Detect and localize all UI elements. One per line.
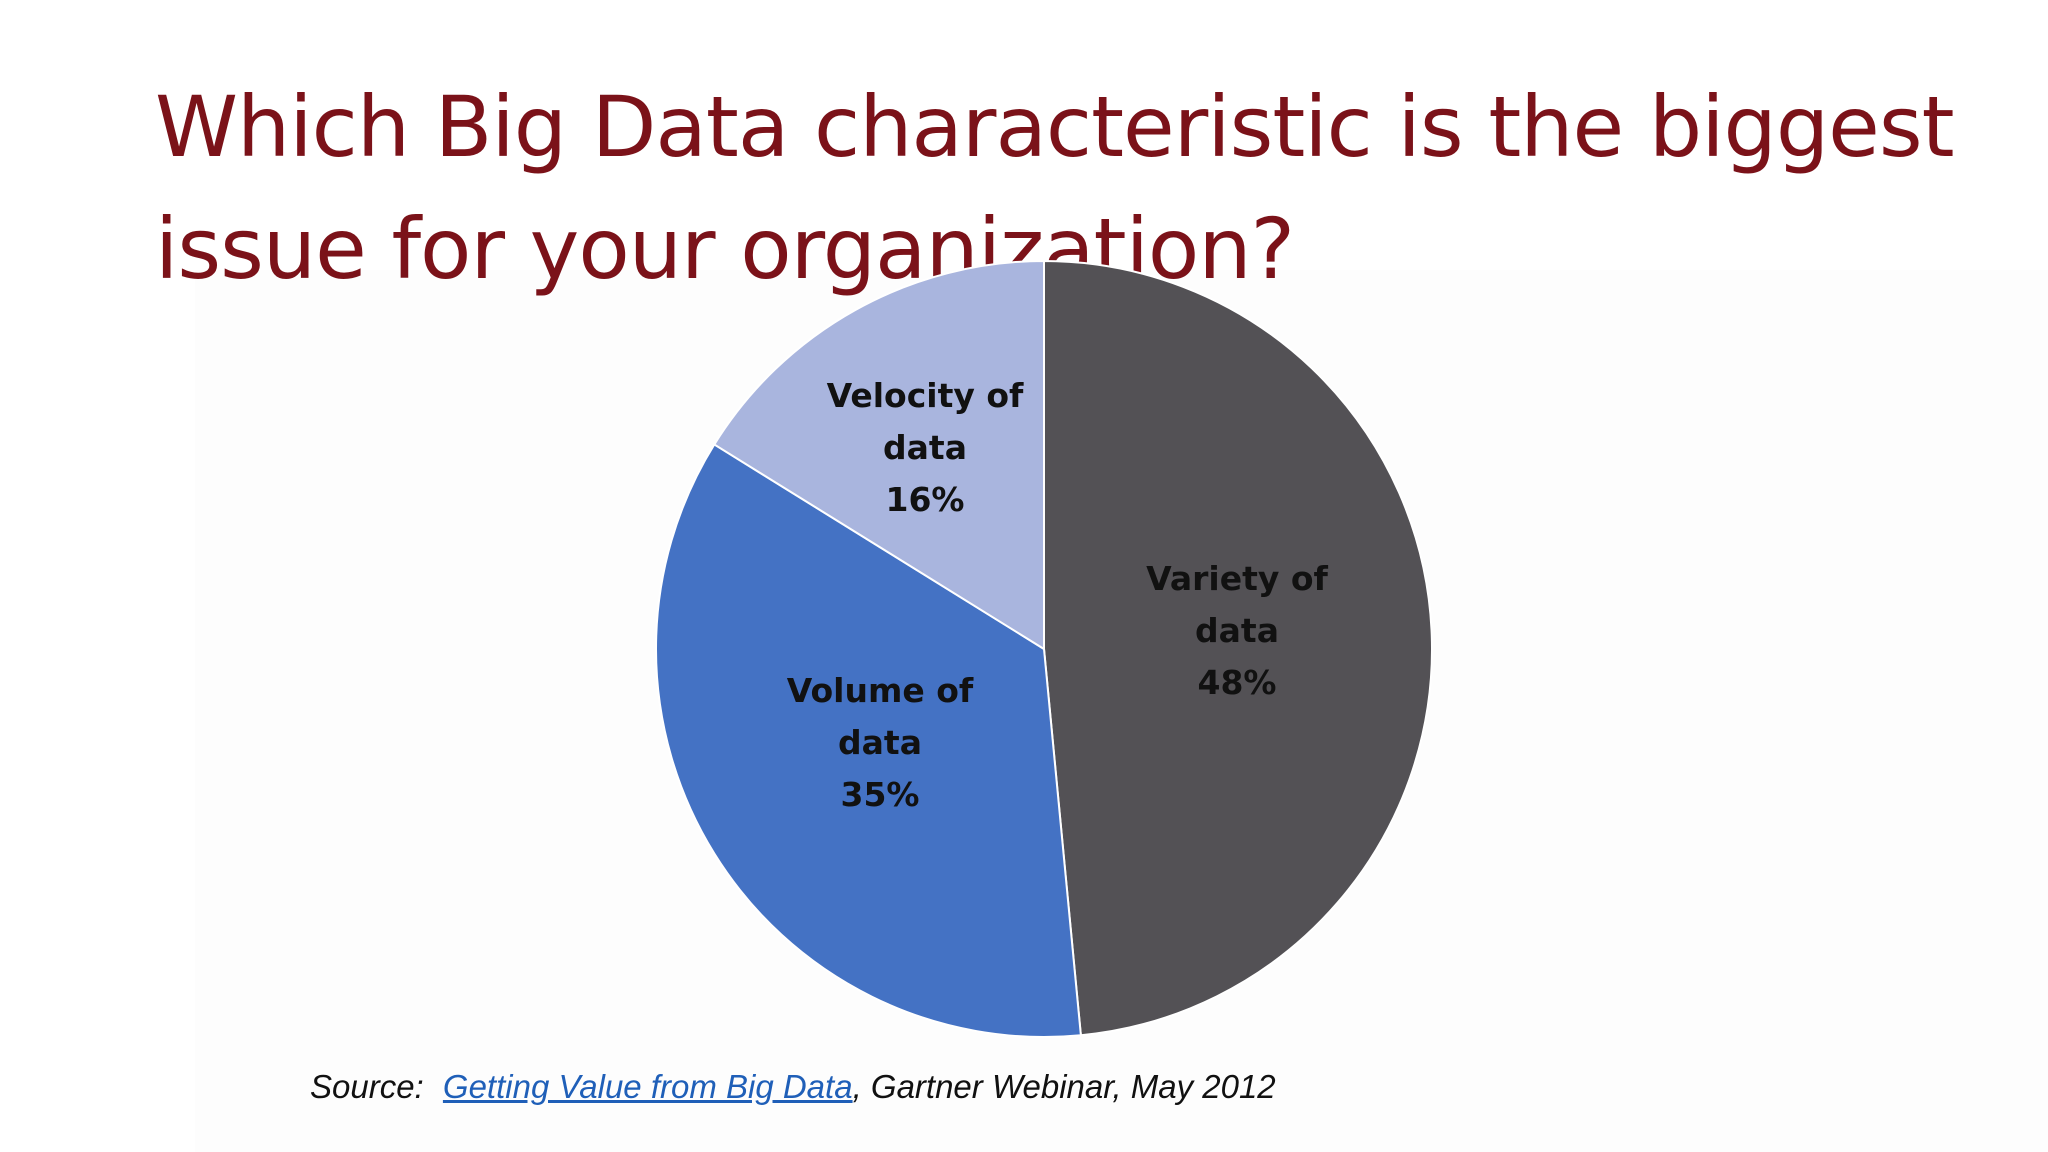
pie-label-variety-of-data: Variety of data 48% [1146, 559, 1328, 702]
pie-label-velocity-of-data: Velocity of data 16% [827, 376, 1024, 519]
pie-slice-velocity-of-data [712, 259, 1045, 651]
source-citation: Source: Getting Value from Big Data, Gar… [310, 1068, 1276, 1106]
pie-label-line: 16% [886, 480, 965, 519]
pie-label-line: data [838, 723, 922, 762]
source-prefix: Source: [310, 1068, 424, 1105]
pie-label-line: Variety of [1146, 559, 1328, 598]
source-link[interactable]: Getting Value from Big Data [442, 1068, 853, 1105]
slide-title-line-1: Which Big Data characteristic is the big… [155, 78, 1955, 176]
pie-label-line: Volume of [787, 671, 974, 710]
pie-label-line: data [883, 428, 967, 467]
pie-label-volume-of-data: Volume of data 35% [787, 671, 974, 814]
pie-label-line: 35% [841, 775, 920, 814]
pie-slice-variety-of-data [1043, 259, 1433, 1037]
pie-label-line: data [1195, 611, 1279, 650]
pie-label-line: Velocity of [827, 376, 1024, 415]
pie-slice-volume-of-data [655, 443, 1082, 1038]
source-suffix: , Gartner Webinar, May 2012 [852, 1068, 1276, 1105]
pie-label-line: 48% [1198, 663, 1277, 702]
